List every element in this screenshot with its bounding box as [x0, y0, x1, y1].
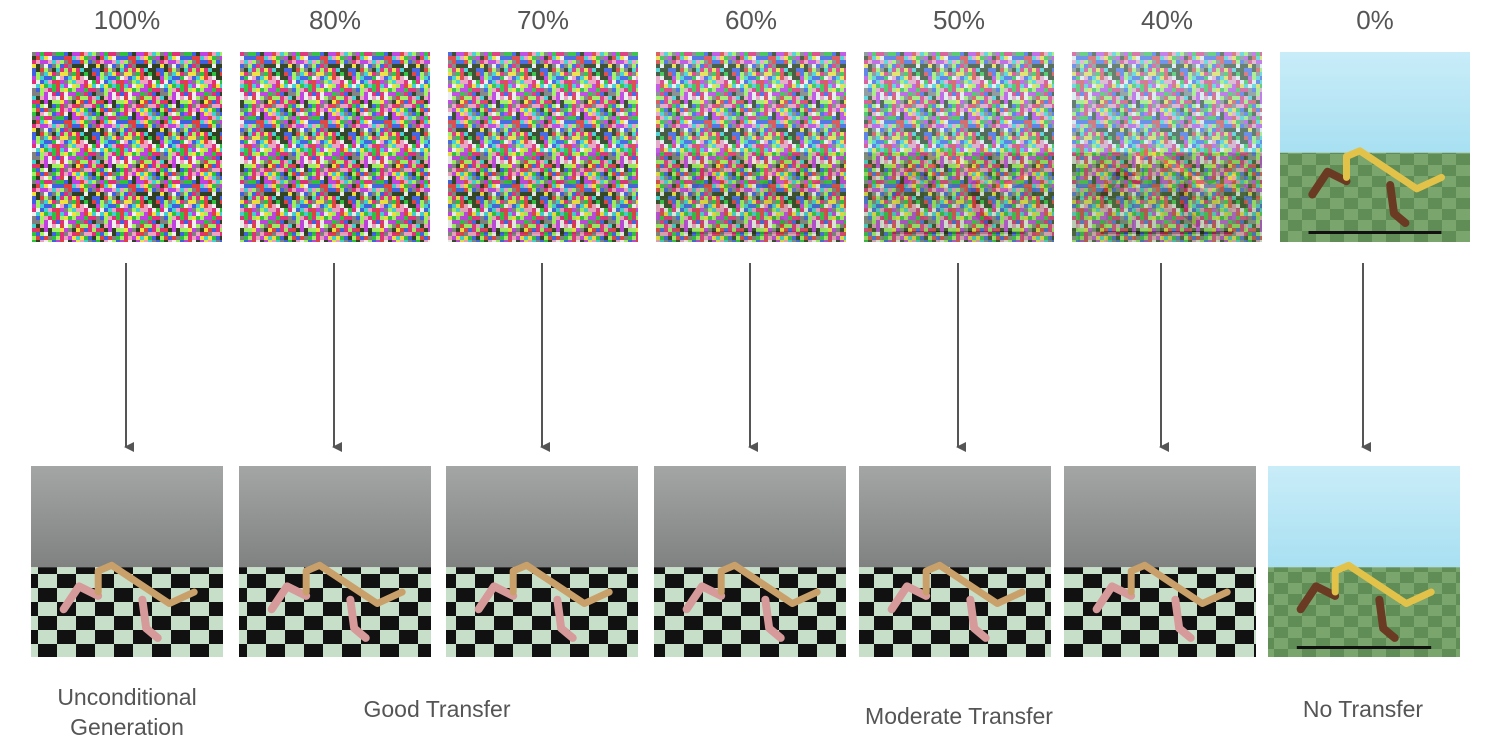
- percent-label: 60%: [725, 5, 777, 35]
- robot-leg: [138, 595, 162, 642]
- percent-label: 100%: [94, 5, 161, 35]
- robot-body: [922, 561, 1026, 608]
- robot-leg: [346, 595, 370, 642]
- sky: [446, 466, 638, 568]
- robot-leg: [966, 595, 990, 642]
- percent-label: 70%: [517, 5, 569, 35]
- noise-overlay: [32, 52, 222, 242]
- scene-image: [31, 466, 223, 657]
- sky: [1064, 466, 1256, 568]
- floor: [1268, 567, 1460, 657]
- noise-overlay: [240, 52, 430, 242]
- robot-leg: [1386, 181, 1410, 227]
- scene-image: [1280, 52, 1470, 242]
- robot-leg: [682, 582, 726, 614]
- scene-image: [859, 466, 1051, 657]
- percent-label: 40%: [1141, 5, 1193, 35]
- robot-leg: [474, 582, 518, 614]
- percent-label: 0%: [1356, 5, 1394, 35]
- robot-body: [1331, 561, 1435, 608]
- sky: [1268, 466, 1460, 568]
- floor: [446, 567, 638, 657]
- percent-label: 50%: [933, 5, 985, 35]
- robot-leg: [1092, 582, 1136, 614]
- floor: [859, 567, 1051, 657]
- scene-image: [1268, 466, 1460, 657]
- floor: [239, 567, 431, 657]
- sky: [31, 466, 223, 568]
- floor: [31, 567, 223, 657]
- scene-image: [654, 466, 846, 657]
- robot-leg: [1171, 595, 1195, 642]
- sky: [1280, 52, 1470, 153]
- robot-leg: [1296, 582, 1340, 614]
- robot-leg: [1308, 167, 1351, 199]
- robot-body: [94, 561, 198, 608]
- robot-leg: [761, 595, 785, 642]
- scene-image: [446, 466, 638, 657]
- scene-image: [239, 466, 431, 657]
- robot-leg: [267, 582, 311, 614]
- robot-body: [717, 561, 821, 608]
- scene-image: [1064, 466, 1256, 657]
- sky: [654, 466, 846, 568]
- robot-leg: [553, 595, 577, 642]
- caption: Unconditional Generation: [57, 684, 197, 740]
- robot-leg: [59, 582, 103, 614]
- floor: [1064, 567, 1256, 657]
- robot-body: [1127, 561, 1231, 608]
- noise-overlay: [864, 52, 1054, 242]
- robot-body: [1343, 147, 1445, 193]
- robot-body: [302, 561, 406, 608]
- caption: Good Transfer: [363, 696, 511, 722]
- caption: Moderate Transfer: [865, 703, 1053, 729]
- sky: [859, 466, 1051, 568]
- noise-overlay: [448, 52, 638, 242]
- robot-body: [509, 561, 613, 608]
- floor: [1280, 152, 1470, 242]
- sky: [239, 466, 431, 568]
- floor: [654, 567, 846, 657]
- percent-label: 80%: [309, 5, 361, 35]
- noise-overlay: [1072, 52, 1262, 242]
- caption: No Transfer: [1302, 696, 1424, 722]
- robot-leg: [1375, 595, 1399, 642]
- noise-overlay: [656, 52, 846, 242]
- robot-leg: [887, 582, 931, 614]
